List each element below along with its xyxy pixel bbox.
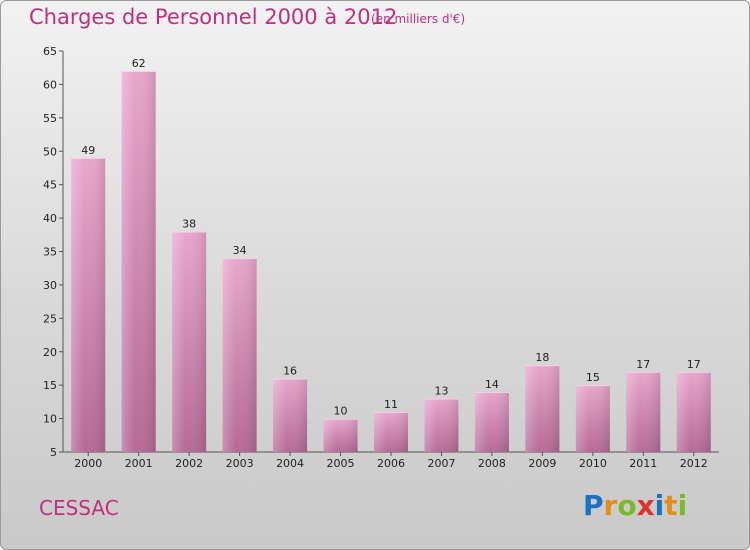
data-label: 10 — [334, 405, 348, 418]
y-tick-label: 30 — [43, 279, 57, 292]
data-label: 38 — [182, 217, 196, 230]
y-tick-label: 65 — [43, 45, 57, 58]
x-tick-label: 2009 — [528, 457, 556, 470]
data-label: 17 — [636, 358, 650, 371]
x-tick-label: 2001 — [125, 457, 153, 470]
x-tick-label: 2010 — [579, 457, 607, 470]
logo-letter: o — [617, 489, 637, 522]
bar-shade — [424, 398, 459, 452]
logo-letter: i — [677, 489, 688, 522]
data-label: 18 — [535, 351, 549, 364]
x-tick-label: 2000 — [74, 457, 102, 470]
x-tick-label: 2008 — [478, 457, 506, 470]
x-tick-label: 2005 — [327, 457, 355, 470]
data-label: 49 — [81, 144, 95, 157]
y-tick-label: 50 — [43, 145, 57, 158]
x-tick-label: 2006 — [377, 457, 405, 470]
bar-shade — [323, 418, 358, 452]
bar-shade — [374, 411, 408, 452]
bar-shade — [474, 391, 509, 452]
y-tick-label: 20 — [43, 346, 57, 359]
data-label: 34 — [233, 244, 247, 257]
data-label: 62 — [132, 57, 146, 70]
logo-letter: r — [603, 489, 618, 522]
bar-shade — [575, 385, 610, 452]
y-tick-label: 35 — [43, 246, 57, 259]
x-tick-label: 2003 — [226, 457, 254, 470]
data-label: 17 — [687, 358, 701, 371]
x-tick-label: 2002 — [175, 457, 203, 470]
bar-shade — [676, 371, 711, 452]
y-tick-label: 15 — [43, 379, 57, 392]
y-tick-label: 55 — [43, 112, 57, 125]
proxiti-logo: Proxiti — [583, 489, 687, 522]
data-label: 15 — [586, 371, 600, 384]
logo-letter: t — [664, 489, 678, 522]
y-tick-label: 45 — [43, 179, 57, 192]
bar-shade — [273, 378, 308, 452]
y-tick-label: 25 — [43, 312, 57, 325]
y-tick-label: 40 — [43, 212, 57, 225]
y-tick-label: 60 — [43, 78, 57, 91]
data-label: 11 — [384, 398, 398, 411]
town-name: CESSAC — [39, 496, 119, 520]
chart-subtitle: (en milliers d'€) — [371, 12, 466, 26]
x-tick-label: 2011 — [629, 457, 657, 470]
bar-shade — [172, 231, 207, 452]
x-tick-label: 2004 — [276, 457, 304, 470]
x-tick-label: 2007 — [427, 457, 455, 470]
logo-letter: i — [654, 489, 665, 522]
logo-letter: x — [636, 489, 655, 522]
data-label: 16 — [283, 364, 297, 377]
y-tick-label: 10 — [43, 413, 57, 426]
chart-title: Charges de Personnel 2000 à 2012 — [29, 5, 398, 29]
data-label: 13 — [434, 385, 448, 398]
bar-shade — [222, 258, 257, 452]
bar-shade — [71, 157, 106, 452]
logo-letter: P — [583, 489, 604, 522]
data-label: 14 — [485, 378, 499, 391]
bar-shade — [525, 365, 560, 452]
bar-shade — [626, 371, 661, 452]
x-tick-label: 2012 — [680, 457, 708, 470]
bar-shade — [121, 71, 156, 453]
y-tick-label: 5 — [50, 446, 57, 459]
